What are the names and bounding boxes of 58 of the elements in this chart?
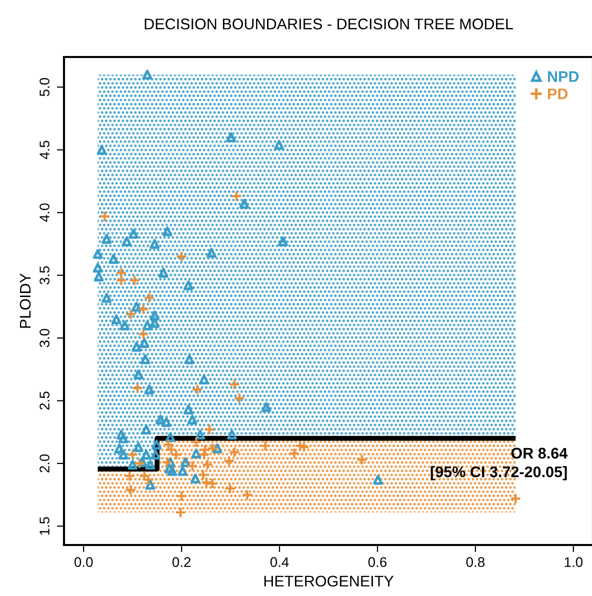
x-tick-label: 0.6 bbox=[368, 557, 387, 568]
point bbox=[124, 308, 136, 320]
point bbox=[144, 292, 155, 304]
point bbox=[128, 274, 140, 286]
point bbox=[138, 303, 150, 315]
point bbox=[142, 474, 154, 486]
point bbox=[200, 476, 212, 488]
point bbox=[170, 448, 182, 460]
point bbox=[124, 484, 136, 496]
point bbox=[116, 267, 128, 278]
point bbox=[126, 448, 138, 460]
y-tick-label: 4.0 bbox=[40, 203, 50, 222]
point bbox=[176, 490, 188, 502]
y-axis-title: PLOIDY bbox=[20, 273, 31, 328]
x-axis-title: HETEROGENEITY bbox=[264, 576, 394, 587]
point bbox=[230, 190, 242, 202]
point bbox=[176, 250, 188, 262]
point bbox=[202, 459, 214, 470]
x-tick-label: 0.2 bbox=[172, 557, 191, 568]
point bbox=[138, 328, 150, 340]
point bbox=[356, 454, 368, 466]
point bbox=[190, 436, 202, 448]
y-tick-label: 2.5 bbox=[40, 392, 50, 410]
y-tick-label: 3.5 bbox=[40, 266, 50, 284]
point bbox=[174, 506, 186, 518]
legend-label: NPD bbox=[548, 71, 579, 82]
point bbox=[228, 378, 240, 390]
point bbox=[228, 446, 240, 458]
point bbox=[134, 458, 146, 470]
y-tick-label: 1.5 bbox=[40, 517, 50, 535]
point bbox=[260, 440, 272, 452]
point bbox=[241, 489, 253, 501]
point bbox=[98, 210, 110, 222]
point bbox=[132, 382, 144, 394]
point bbox=[192, 384, 203, 396]
y-tick-label: 3.0 bbox=[40, 328, 50, 348]
point bbox=[186, 460, 198, 472]
legend-label: PD bbox=[548, 88, 568, 100]
point bbox=[234, 392, 246, 404]
point bbox=[116, 274, 128, 286]
point bbox=[206, 478, 218, 490]
point bbox=[204, 424, 216, 436]
y-tick-label: 5.0 bbox=[40, 78, 50, 96]
x-tick-label: 0.0 bbox=[74, 557, 93, 568]
x-tick-label: 0.4 bbox=[270, 557, 289, 568]
point bbox=[197, 469, 209, 480]
point bbox=[223, 455, 235, 467]
y-tick-label: 4.5 bbox=[40, 140, 50, 160]
point bbox=[162, 456, 174, 468]
point bbox=[510, 492, 522, 504]
point bbox=[224, 482, 236, 494]
point bbox=[298, 441, 310, 453]
point bbox=[162, 438, 174, 450]
point bbox=[124, 470, 136, 482]
x-tick-label: 0.8 bbox=[466, 557, 484, 568]
y-tick-label: 2.0 bbox=[40, 454, 50, 472]
chart-title: DECISION BOUNDARIES - DECISION TREE MODEL bbox=[144, 18, 513, 30]
x-tick-label: 1.0 bbox=[564, 557, 583, 568]
